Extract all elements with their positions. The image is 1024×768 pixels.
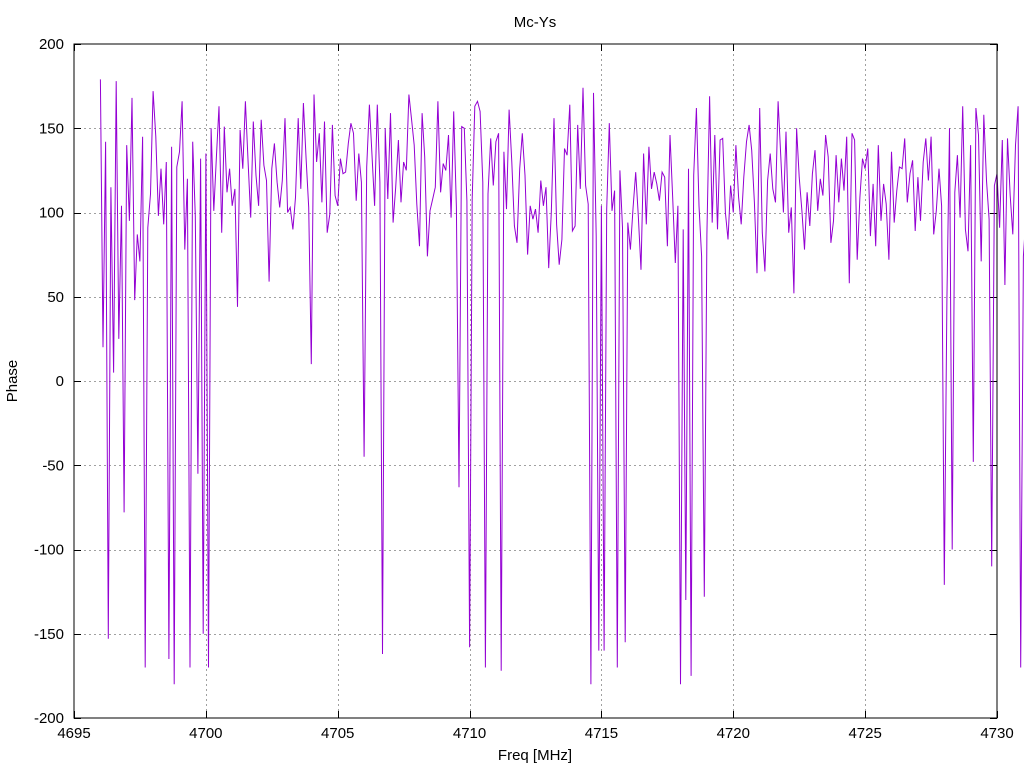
x-axis-label: Freq [MHz] [498, 747, 572, 764]
y-tick-label: 100 [39, 205, 64, 222]
x-tick-label: 4715 [585, 725, 618, 742]
y-tick-label: 50 [47, 289, 64, 306]
y-tick-label: -100 [34, 542, 64, 559]
y-tick-label: -50 [42, 457, 64, 474]
y-tick-label: 0 [56, 373, 64, 390]
x-tick-label: 4710 [453, 725, 486, 742]
x-tick-label: 4695 [57, 725, 90, 742]
x-tick-label: 4720 [717, 725, 750, 742]
y-tick-label: 200 [39, 36, 64, 53]
chart-title: Mc-Ys [514, 14, 557, 31]
y-axis-label: Phase [4, 360, 21, 403]
x-tick-label: 4700 [189, 725, 222, 742]
tick-labels: 4695 4700 4705 4710 4715 4720 4725 4730 200 150 10… [34, 36, 1014, 742]
plot-frame [73, 43, 998, 719]
y-tick-label: -150 [34, 626, 64, 643]
phase-series-line [99, 79, 1024, 685]
series-group [99, 79, 1024, 685]
y-tick-label: 150 [39, 120, 64, 137]
x-tick-label: 4705 [321, 725, 354, 742]
x-tick-label: 4725 [848, 725, 881, 742]
x-tick-label: 4730 [980, 725, 1013, 742]
y-tick-label: -200 [34, 710, 64, 727]
